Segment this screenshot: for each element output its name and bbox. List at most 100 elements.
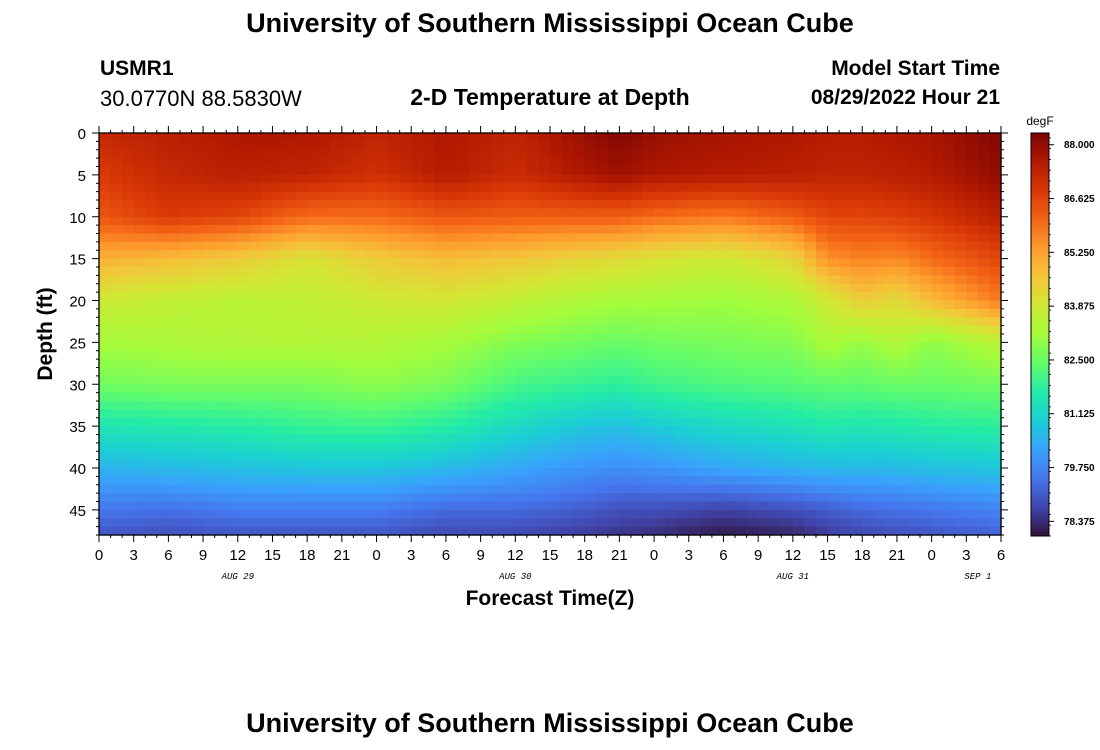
- heatmap-cell: [526, 216, 540, 226]
- heatmap-cell: [781, 250, 794, 260]
- heatmap-cell: [758, 484, 771, 494]
- heatmap-cell: [781, 258, 794, 268]
- heatmap-cell: [156, 509, 169, 519]
- heatmap-cell: [815, 493, 829, 503]
- heatmap-cell: [226, 468, 239, 477]
- heatmap-cell: [503, 509, 516, 519]
- heatmap-cell: [850, 501, 863, 511]
- heatmap-cell: [503, 158, 516, 168]
- heatmap-cell: [688, 149, 701, 159]
- heatmap-cell: [746, 401, 759, 410]
- heatmap-cell: [191, 133, 204, 142]
- heatmap-cell: [526, 426, 540, 436]
- heatmap-cell: [989, 267, 1002, 276]
- heatmap-cell: [954, 216, 967, 226]
- heatmap-cell: [804, 426, 817, 436]
- heatmap-cell: [954, 208, 967, 218]
- heatmap-cell: [619, 317, 632, 327]
- heatmap-cell: [989, 509, 1002, 519]
- heatmap-cell: [191, 451, 204, 461]
- heatmap-cell: [711, 174, 725, 184]
- footer-title: University of Southern Mississippi Ocean…: [246, 708, 854, 738]
- heatmap-cell: [954, 342, 967, 352]
- heatmap-cell: [723, 149, 736, 159]
- heatmap-cell: [931, 350, 944, 360]
- heatmap-cell: [943, 166, 956, 176]
- heatmap-cell: [966, 468, 979, 477]
- heatmap-cell: [307, 426, 320, 436]
- heatmap-cell: [908, 241, 921, 251]
- heatmap-cell: [977, 334, 991, 343]
- heatmap-cell: [630, 292, 644, 302]
- heatmap-cell: [364, 459, 378, 469]
- heatmap-cell: [735, 476, 748, 486]
- y-tick-label: 40: [69, 461, 86, 478]
- heatmap-cell: [839, 476, 852, 486]
- heatmap-cell: [550, 459, 563, 469]
- heatmap-cell: [885, 526, 898, 536]
- heatmap-cell: [827, 392, 840, 402]
- heatmap-cell: [839, 509, 852, 519]
- heatmap-cell: [110, 250, 123, 260]
- heatmap-cell: [422, 208, 435, 218]
- heatmap-cell: [492, 350, 505, 360]
- heatmap-cell: [341, 375, 355, 385]
- heatmap-cell: [422, 434, 435, 444]
- heatmap-cell: [630, 241, 644, 251]
- heatmap-cell: [538, 484, 551, 494]
- heatmap-cell: [966, 476, 979, 486]
- heatmap-cell: [920, 283, 933, 293]
- heatmap-cell: [388, 233, 401, 243]
- heatmap-cell: [214, 300, 227, 310]
- heatmap-cell: [422, 417, 435, 427]
- heatmap-cell: [711, 200, 725, 209]
- heatmap-cell: [723, 442, 736, 452]
- heatmap-cell: [781, 174, 794, 184]
- heatmap-cell: [550, 476, 563, 486]
- heatmap-cell: [827, 476, 840, 486]
- heatmap-cell: [457, 484, 470, 494]
- heatmap-cell: [781, 158, 794, 168]
- heatmap-cell: [792, 158, 806, 168]
- heatmap-cell: [758, 493, 771, 503]
- heatmap-cell: [596, 476, 609, 486]
- heatmap-cell: [839, 442, 852, 452]
- heatmap-cell: [931, 241, 944, 251]
- heatmap-cell: [885, 174, 898, 184]
- heatmap-cell: [989, 342, 1002, 352]
- heatmap-cell: [746, 275, 759, 285]
- heatmap-cell: [642, 216, 655, 226]
- heatmap-cell: [630, 308, 644, 318]
- heatmap-cell: [781, 283, 794, 293]
- heatmap-cell: [735, 417, 748, 427]
- heatmap-cell: [908, 317, 921, 327]
- heatmap-cell: [526, 267, 540, 276]
- heatmap-cell: [376, 484, 389, 494]
- heatmap-cell: [399, 392, 412, 402]
- heatmap-cell: [503, 200, 516, 209]
- station-coordinates: 30.0770N 88.5830W: [100, 86, 302, 111]
- heatmap-cell: [353, 258, 366, 268]
- heatmap-cell: [561, 484, 574, 494]
- heatmap-cell: [769, 166, 782, 176]
- heatmap-cell: [573, 409, 586, 419]
- heatmap-cell: [977, 384, 991, 394]
- heatmap-cell: [526, 141, 540, 151]
- heatmap-cell: [422, 442, 435, 452]
- x-day-label: AUG 31: [776, 572, 809, 582]
- heatmap-cell: [284, 166, 297, 176]
- heatmap-cell: [711, 518, 725, 528]
- heatmap-cell: [399, 359, 412, 369]
- heatmap-cell: [469, 325, 482, 335]
- heatmap-cell: [688, 258, 701, 268]
- heatmap-cell: [619, 434, 632, 444]
- heatmap-cell: [318, 375, 331, 385]
- heatmap-cell: [99, 174, 112, 184]
- heatmap-cell: [526, 308, 540, 318]
- heatmap-cell: [792, 267, 806, 276]
- heatmap-cell: [920, 493, 933, 503]
- heatmap-cell: [457, 409, 470, 419]
- heatmap-cell: [191, 434, 204, 444]
- y-tick-label: 30: [69, 377, 86, 394]
- heatmap-cell: [896, 509, 910, 519]
